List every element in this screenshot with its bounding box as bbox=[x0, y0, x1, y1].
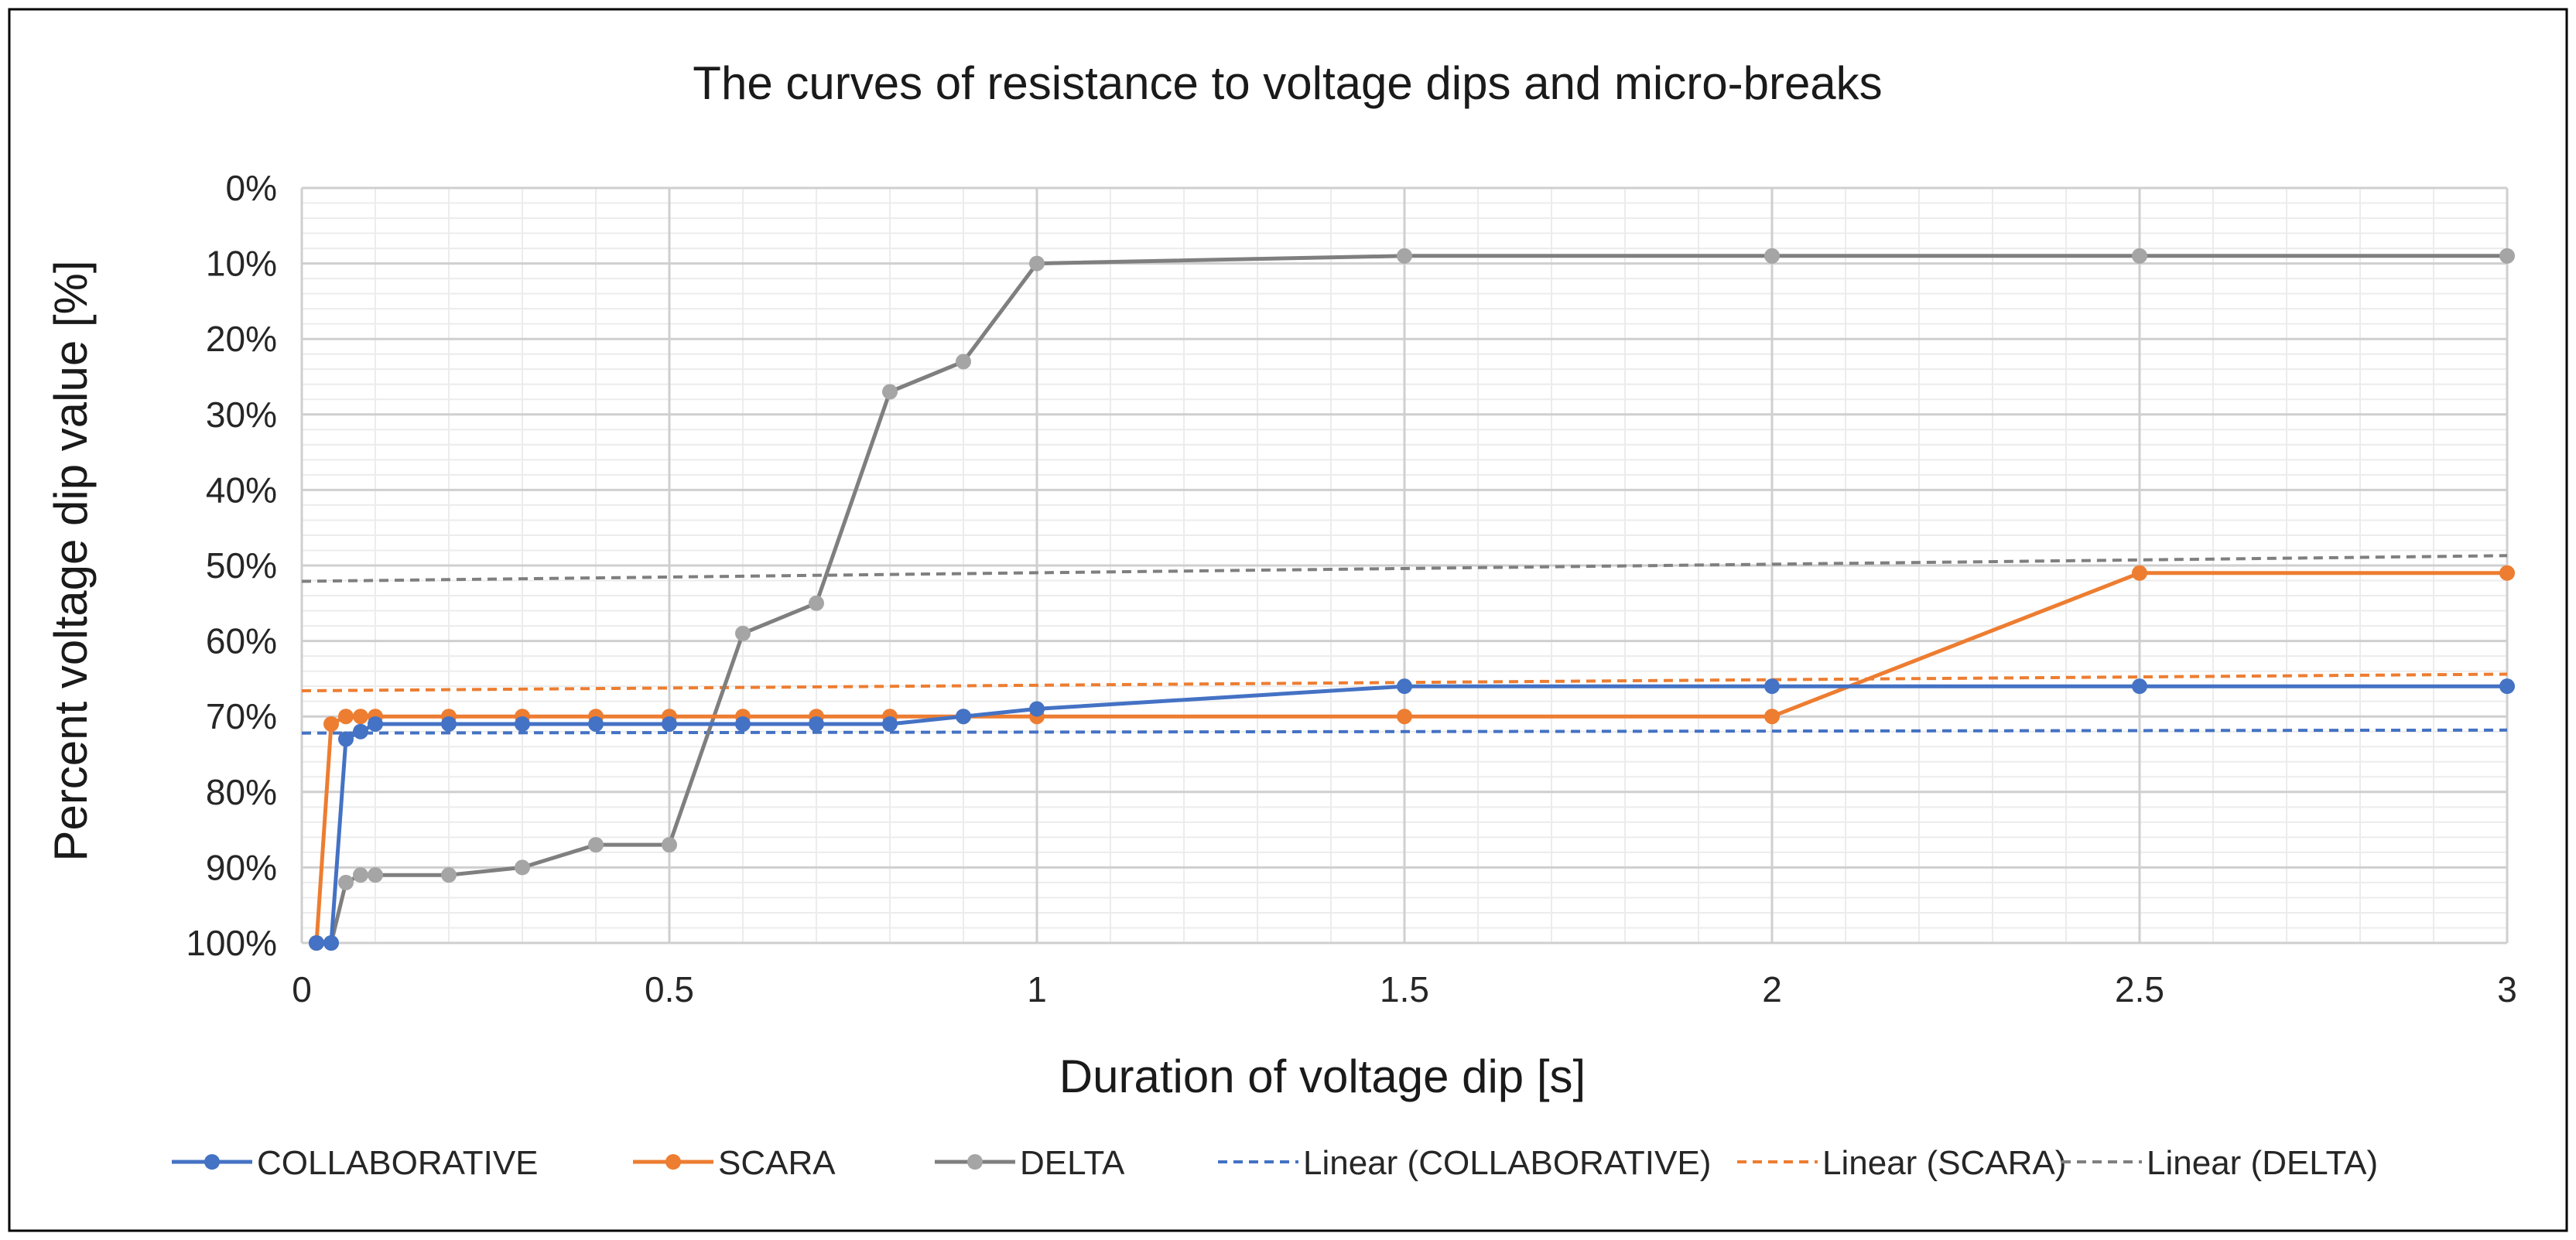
data-point-collaborative bbox=[441, 716, 457, 732]
data-point-collaborative bbox=[1029, 701, 1045, 717]
data-point-delta bbox=[2499, 248, 2515, 264]
series-line-linear-collaborative bbox=[301, 728, 2508, 735]
data-point-delta bbox=[441, 867, 457, 883]
data-point-delta bbox=[1029, 255, 1045, 272]
series-line-linear-delta bbox=[301, 554, 2508, 583]
data-point-collaborative bbox=[338, 731, 354, 747]
legend-label-collaborative: COLLABORATIVE bbox=[257, 1144, 539, 1182]
legend: COLLABORATIVE SCARA DELTA Linear (COLLABORA… bbox=[172, 1144, 2378, 1182]
data-point-delta bbox=[1397, 248, 1412, 264]
x-axis-ticks: 0 0.5 1 1.5 2 2.5 3 bbox=[292, 969, 2517, 1009]
y-tick-label: 80% bbox=[206, 772, 277, 812]
x-tick-label: 1.5 bbox=[1380, 969, 1429, 1009]
data-point-collaborative bbox=[662, 716, 677, 732]
data-point-scara bbox=[338, 709, 354, 725]
data-point-scara bbox=[1397, 709, 1412, 725]
y-tick-label: 0% bbox=[226, 168, 277, 208]
data-point-collaborative bbox=[956, 709, 971, 725]
data-point-delta bbox=[662, 837, 677, 853]
data-point-delta bbox=[882, 384, 898, 400]
y-axis-ticks: 0% 10% 20% 30% 40% 50% 60% 70% 80% 90% 100% bbox=[186, 168, 277, 963]
data-point-delta bbox=[588, 837, 604, 853]
data-point-collaborative bbox=[735, 716, 751, 732]
data-point-delta bbox=[735, 625, 751, 641]
y-tick-label: 70% bbox=[206, 696, 277, 736]
data-point-delta bbox=[956, 354, 971, 370]
data-point-scara bbox=[2499, 565, 2515, 581]
legend-label-linear-collaborative: Linear (COLLABORATIVE) bbox=[1303, 1144, 1711, 1182]
data-point-collaborative bbox=[309, 935, 324, 951]
data-point-collaborative bbox=[1764, 678, 1780, 695]
x-tick-label: 2.5 bbox=[2115, 969, 2164, 1009]
y-tick-label: 20% bbox=[206, 319, 277, 359]
x-tick-label: 0.5 bbox=[645, 969, 694, 1009]
data-point-delta bbox=[338, 874, 354, 890]
series-layer bbox=[301, 248, 2515, 951]
chart-title: The curves of resistance to voltage dips… bbox=[693, 57, 1882, 109]
y-tick-label: 90% bbox=[206, 847, 277, 887]
data-point-collaborative bbox=[368, 716, 383, 732]
data-point-collaborative bbox=[515, 716, 530, 732]
y-tick-label: 100% bbox=[186, 923, 277, 963]
data-point-delta bbox=[1764, 248, 1780, 264]
chart-frame bbox=[8, 8, 2568, 1232]
data-point-collaborative bbox=[2132, 678, 2147, 695]
legend-marker-scara bbox=[665, 1154, 681, 1170]
y-tick-label: 10% bbox=[206, 244, 277, 284]
legend-label-delta: DELTA bbox=[1020, 1144, 1125, 1182]
data-point-collaborative bbox=[1397, 678, 1412, 695]
data-point-scara bbox=[353, 709, 368, 725]
x-tick-label: 3 bbox=[2497, 969, 2517, 1009]
data-point-collaborative bbox=[353, 723, 368, 740]
data-point-collaborative bbox=[588, 716, 604, 732]
y-axis-title: Percent voltage dip value [%] bbox=[45, 260, 97, 861]
data-point-collaborative bbox=[882, 716, 898, 732]
data-point-delta bbox=[353, 867, 368, 883]
data-point-scara bbox=[2132, 565, 2147, 581]
y-tick-label: 30% bbox=[206, 395, 277, 435]
data-point-delta bbox=[2132, 248, 2147, 264]
y-tick-label: 50% bbox=[206, 545, 277, 586]
data-point-delta bbox=[368, 867, 383, 883]
x-tick-label: 0 bbox=[292, 969, 312, 1009]
data-point-collaborative bbox=[323, 935, 339, 951]
data-point-scara bbox=[1764, 709, 1780, 725]
data-point-collaborative bbox=[809, 716, 824, 732]
legend-label-linear-scara: Linear (SCARA) bbox=[1822, 1144, 2066, 1182]
legend-label-linear-delta: Linear (DELTA) bbox=[2147, 1144, 2378, 1182]
y-tick-label: 60% bbox=[206, 621, 277, 661]
x-tick-label: 1 bbox=[1027, 969, 1047, 1009]
data-point-delta bbox=[515, 859, 530, 876]
x-tick-label: 2 bbox=[1762, 969, 1782, 1009]
data-point-collaborative bbox=[2499, 678, 2515, 695]
legend-label-scara: SCARA bbox=[718, 1144, 836, 1182]
legend-marker-delta bbox=[967, 1154, 983, 1170]
data-point-delta bbox=[809, 595, 824, 611]
data-point-scara bbox=[323, 716, 339, 732]
legend-marker-collaborative bbox=[204, 1154, 220, 1170]
x-axis-title: Duration of voltage dip [s] bbox=[1059, 1050, 1586, 1102]
y-tick-label: 40% bbox=[206, 470, 277, 510]
